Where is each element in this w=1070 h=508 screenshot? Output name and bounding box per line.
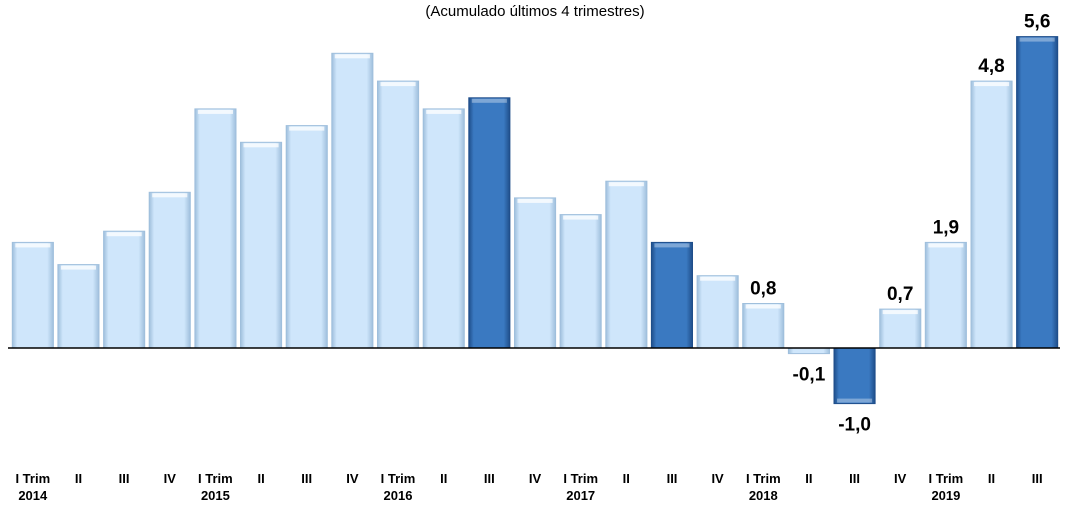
x-tick-label: IV [346,471,359,486]
bar-bevel [15,243,51,248]
x-tick-label: I Trim [929,471,964,486]
bar [970,80,1013,349]
bar-bevel [974,82,1010,87]
bar [57,264,100,349]
bar-value-label: -1,0 [838,415,871,436]
x-tick-label: II [440,471,447,486]
bar-value-label: -0,1 [793,365,826,386]
bar-value-label: 0,8 [750,279,776,300]
bar-bevel [289,126,325,131]
x-year-label: 2015 [201,488,230,503]
x-tick-label: IV [164,471,177,486]
bar-bevel [106,232,142,237]
x-tick-label: II [988,471,995,486]
bar [331,52,374,349]
bar-bevel [60,265,96,270]
bar-bevel [243,143,279,148]
bar-bevel [380,82,416,87]
bars-group [11,36,1059,405]
bar [696,275,739,349]
bar-value-label: 1,9 [933,217,959,238]
bar-bevel [426,109,462,114]
x-tick-label: I Trim [381,471,416,486]
bar [103,230,146,349]
bar-bevel [745,304,781,309]
x-year-label: 2019 [931,488,960,503]
bar [194,108,237,349]
x-tick-label: III [667,471,678,486]
bar-bevel [563,215,599,220]
bar [422,108,465,349]
bar [879,308,922,349]
bar [11,241,54,349]
x-tick-label: III [484,471,495,486]
x-tick-label: II [623,471,630,486]
bar [742,303,785,349]
bar-value-label: 5,6 [1024,12,1050,33]
bar-bevel [197,109,233,114]
x-tick-label: III [1032,471,1043,486]
bar [285,125,328,349]
bar-bevel [608,182,644,187]
x-tick-label: II [75,471,82,486]
bar [468,97,511,349]
x-tick-label: III [301,471,312,486]
bar [924,241,967,349]
x-tick-label: III [849,471,860,486]
x-tick-label: I Trim [198,471,233,486]
x-tick-label: I Trim [563,471,598,486]
bar-bevel [837,398,873,403]
bar-value-label: 0,7 [887,284,913,305]
bar [1016,36,1059,349]
bar-value-label: 4,8 [978,56,1004,77]
x-year-label: 2014 [18,488,48,503]
bar-bevel [928,243,964,248]
x-year-label: 2018 [749,488,778,503]
x-tick-label: IV [894,471,907,486]
bar-bevel [471,98,507,103]
x-tick-label: I Trim [746,471,781,486]
bar [240,141,283,349]
bar-bevel [334,54,370,59]
chart-subtitle: (Acumulado últimos 4 trimestres) [425,3,645,20]
x-tick-label: IV [529,471,542,486]
x-tick-label: III [119,471,130,486]
bar-bevel [654,243,690,248]
bar [559,214,602,349]
x-year-label: 2016 [384,488,413,503]
bar-bevel [1019,37,1055,42]
bar [148,191,191,349]
x-tick-label: I Trim [15,471,50,486]
value-labels-group: 0,8 -0,1 -1,0 0,7 1,9 4,8 5,6 [750,12,1050,436]
bar [605,180,648,349]
bar [833,347,876,405]
bar-bevel [882,310,918,315]
bar-bevel [700,276,736,281]
bar [514,197,557,349]
bar [787,347,831,355]
bar-bevel [517,198,553,203]
bar-bevel [152,193,188,198]
x-tick-label: II [257,471,264,486]
x-tick-label: II [805,471,812,486]
bar [650,241,694,349]
x-tick-label: IV [711,471,724,486]
bar [377,80,420,349]
x-year-label: 2017 [566,488,595,503]
